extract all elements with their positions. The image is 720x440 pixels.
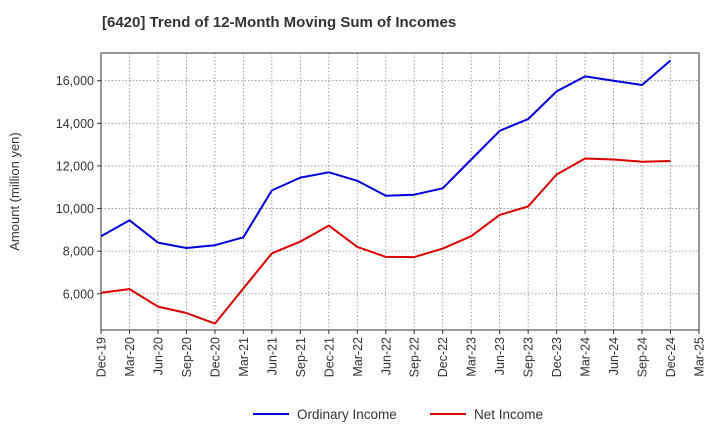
x-tick-label: Dec-19 (95, 337, 109, 377)
x-tick-label: Dec-20 (208, 337, 222, 377)
x-tick-label: Sep-21 (294, 337, 308, 377)
x-tick-label: Dec-24 (664, 337, 678, 377)
x-tick-label: Jun-22 (379, 337, 393, 375)
y-axis-label: Amount (million yen) (7, 132, 22, 251)
x-tick-label: Dec-22 (436, 337, 450, 377)
x-tick-label: Sep-24 (636, 337, 650, 377)
y-tick-label: 16,000 (56, 74, 94, 88)
y-tick-label: 14,000 (56, 117, 94, 131)
x-tick-label: Jun-23 (493, 337, 507, 375)
x-tick-label: Sep-22 (408, 337, 422, 377)
x-tick-label: Jun-21 (265, 337, 279, 375)
x-tick-label: Mar-24 (579, 337, 593, 377)
x-tick-label: Mar-23 (465, 337, 479, 377)
x-tick-label: Dec-21 (322, 337, 336, 377)
y-tick-label: 10,000 (56, 202, 94, 216)
x-tick-label: Mar-20 (123, 337, 137, 377)
legend: Ordinary Income Net Income (253, 407, 543, 422)
x-tick-label: Sep-23 (522, 337, 536, 377)
y-axis-ticks: 6,000 8,000 10,000 12,000 14,000 16,000 (56, 74, 101, 301)
grid (101, 53, 699, 330)
legend-label-1: Net Income (474, 407, 543, 422)
legend-label-0: Ordinary Income (297, 407, 397, 422)
x-tick-label: Mar-25 (693, 337, 707, 377)
series-lines (100, 59, 672, 325)
chart-title: [6420] Trend of 12-Month Moving Sum of I… (102, 14, 457, 31)
plot-frame (100, 52, 700, 331)
x-tick-label: Jun-20 (151, 337, 165, 375)
x-tick-label: Dec-23 (550, 337, 564, 377)
y-tick-label: 8,000 (63, 245, 94, 259)
series-line-1 (100, 157, 671, 325)
y-tick-label: 12,000 (56, 159, 94, 173)
series-line-0 (100, 59, 672, 249)
y-tick-label: 6,000 (63, 287, 94, 301)
x-tick-label: Jun-24 (607, 337, 621, 375)
x-axis-ticks: Dec-19 Mar-20 Jun-20 Sep-20 Dec-20 Mar-21 Jun-… (95, 330, 707, 377)
x-tick-label: Mar-21 (237, 337, 251, 377)
x-tick-label: Sep-20 (180, 337, 194, 377)
x-tick-label: Mar-22 (351, 337, 365, 377)
